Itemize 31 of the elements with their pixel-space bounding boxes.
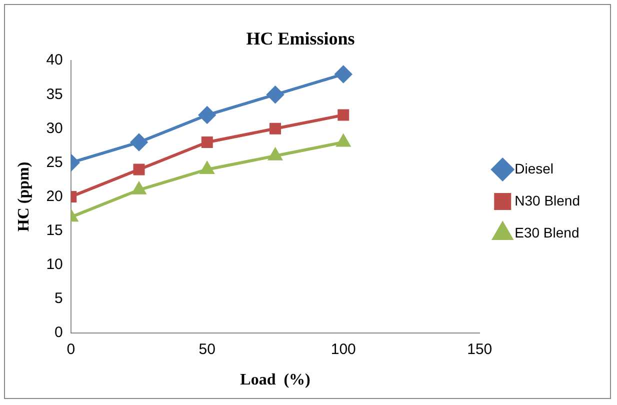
point: [334, 66, 352, 83]
x-tick-label: 150: [467, 340, 492, 358]
point: [268, 148, 282, 160]
point: [266, 86, 284, 104]
chart-title: HC Emissions: [246, 28, 355, 48]
point: [201, 136, 213, 148]
point: [133, 164, 145, 176]
x-tick-label: 0: [66, 340, 76, 358]
x-tick-label: 100: [330, 340, 356, 358]
point: [336, 134, 350, 147]
y-axis-title: HC (ppm): [16, 162, 33, 232]
y-tick-label: 10: [46, 256, 63, 273]
y-tick-label: 30: [46, 120, 63, 137]
x-tick-label: 50: [198, 340, 216, 358]
point: [130, 134, 148, 151]
y-tick-label: 25: [46, 154, 63, 171]
point: [270, 122, 281, 134]
y-tick-label: 35: [46, 86, 63, 103]
point: [132, 182, 146, 194]
legend-label: N30 Blend: [514, 192, 580, 208]
legend-label: E30 Blend: [514, 224, 580, 240]
point: [200, 162, 214, 174]
y-tick-label: 15: [46, 222, 63, 239]
y-tick-label: 0: [54, 324, 63, 341]
y-tick-label: 40: [46, 52, 63, 69]
x-axis-title: Load (%): [240, 372, 310, 389]
point: [338, 109, 350, 121]
y-tick-label: 20: [46, 188, 63, 205]
y-tick-label: 5: [54, 290, 63, 307]
legend-label: Diesel: [514, 160, 554, 176]
point: [198, 106, 216, 124]
